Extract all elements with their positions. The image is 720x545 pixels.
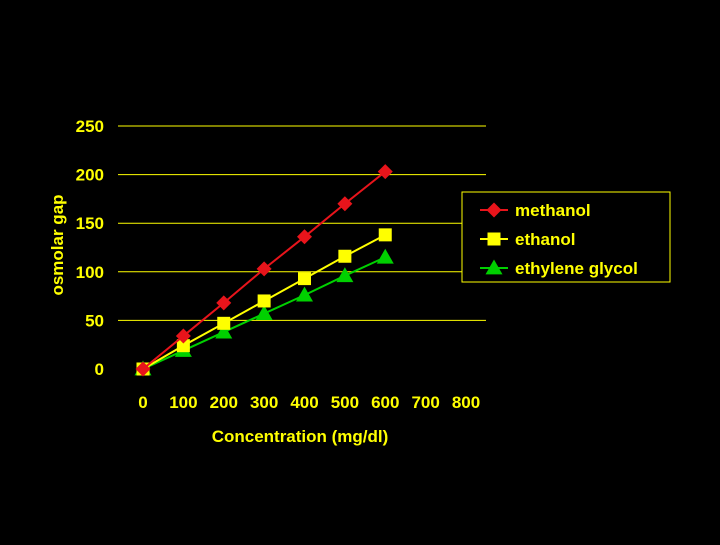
x-tick-label: 700 xyxy=(411,393,439,412)
y-tick-label: 200 xyxy=(76,166,104,185)
data-point xyxy=(337,196,353,212)
legend: methanol ethanol ethylene glycol xyxy=(461,191,671,283)
data-point xyxy=(377,164,393,180)
legend-item: methanol xyxy=(480,201,591,220)
legend-marker xyxy=(487,232,501,246)
y-axis: 0 50 100 150 200 250 xyxy=(76,117,104,379)
data-point xyxy=(175,328,191,344)
legend-item: ethanol xyxy=(480,230,575,249)
x-tick-label: 300 xyxy=(250,393,278,412)
data-point xyxy=(216,295,232,311)
data-point xyxy=(215,323,233,339)
data-point xyxy=(296,286,313,302)
x-axis: 0 100 200 300 400 500 600 700 800 xyxy=(138,393,480,412)
data-point xyxy=(257,294,271,308)
data-point xyxy=(176,339,190,353)
data-point xyxy=(255,305,273,320)
y-tick-label: 50 xyxy=(85,311,104,330)
legend-item: ethylene glycol xyxy=(480,259,638,278)
y-tick-label: 150 xyxy=(76,214,104,233)
data-point xyxy=(338,249,352,263)
series-ethanol xyxy=(136,228,392,376)
x-tick-label: 0 xyxy=(138,393,147,412)
data-point xyxy=(376,248,394,264)
legend-label: methanol xyxy=(515,201,591,220)
plot-area xyxy=(134,164,394,377)
data-point xyxy=(378,228,392,242)
y-tick-label: 0 xyxy=(95,360,104,379)
data-point xyxy=(298,272,311,286)
grid xyxy=(118,125,486,321)
y-tick-label: 100 xyxy=(76,263,104,282)
x-tick-label: 800 xyxy=(452,393,480,412)
data-point xyxy=(256,261,272,277)
legend-label: ethanol xyxy=(515,230,575,249)
y-tick-label: 250 xyxy=(76,117,104,136)
x-tick-label: 600 xyxy=(371,393,399,412)
data-point xyxy=(135,361,151,377)
legend-marker xyxy=(486,202,502,218)
x-tick-label: 200 xyxy=(210,393,238,412)
data-point xyxy=(217,316,231,330)
series-methanol xyxy=(135,164,393,377)
data-point xyxy=(336,267,354,283)
x-tick-label: 100 xyxy=(169,393,197,412)
x-axis-label: Concentration (mg/dl) xyxy=(212,427,389,446)
data-point xyxy=(297,229,312,245)
x-tick-label: 400 xyxy=(290,393,318,412)
y-axis-label: osmolar gap xyxy=(48,194,67,295)
x-tick-label: 500 xyxy=(331,393,359,412)
legend-label: ethylene glycol xyxy=(515,259,638,278)
legend-marker xyxy=(485,259,503,275)
